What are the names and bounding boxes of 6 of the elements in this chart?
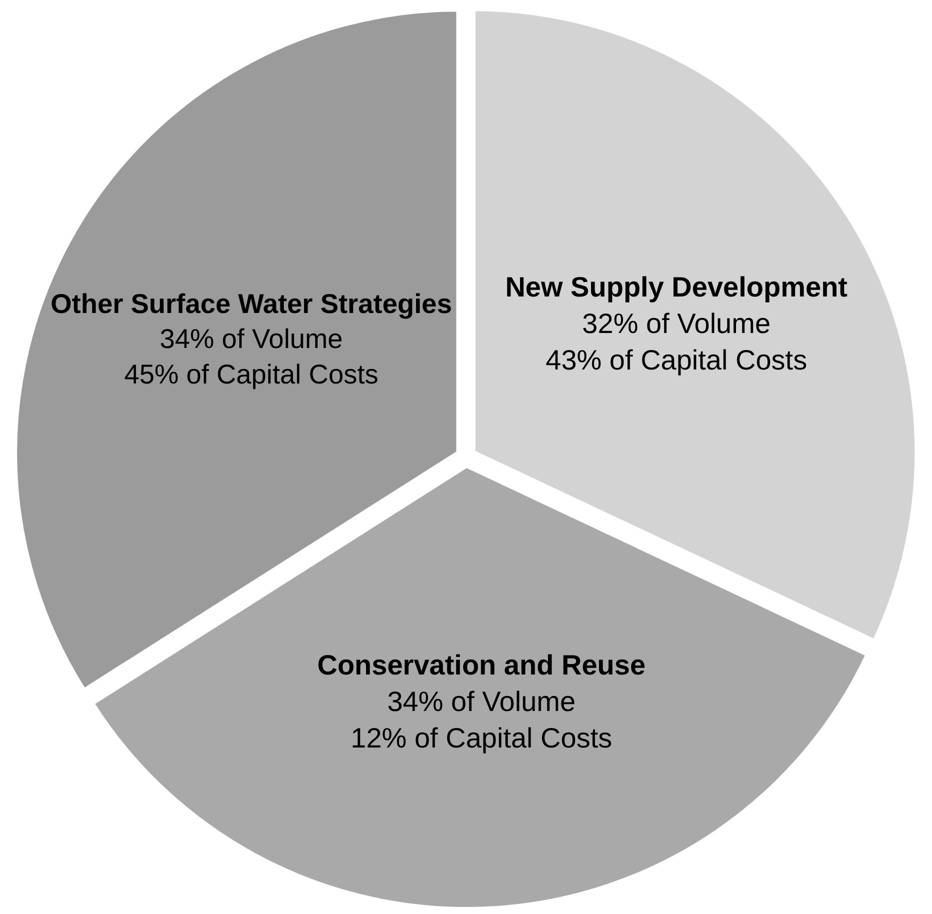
data-label: 32% of Volume 43% of Capital Costs xyxy=(546,308,808,376)
data-label: 34% of Volume 12% of Capital Costs xyxy=(350,686,612,754)
slice-label: New Supply Development xyxy=(505,272,848,303)
data-label: 34% of Volume 45% of Capital Costs xyxy=(124,323,378,390)
slice-label: Conservation and Reuse xyxy=(317,650,646,681)
slice-label: Other Surface Water Strategies xyxy=(50,288,452,319)
